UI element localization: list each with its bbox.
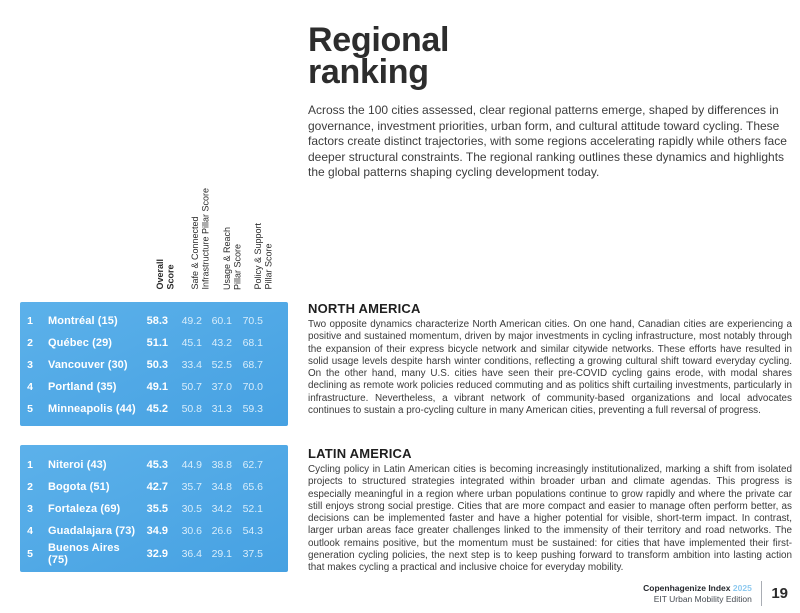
table-row: 4 Guadalajara (73) 34.9 30.6 26.6 54.3 [20, 520, 288, 542]
rank: 5 [27, 548, 33, 560]
policy-score: 54.3 [242, 525, 263, 537]
policy-score: 68.7 [242, 359, 263, 371]
footer-divider [760, 581, 763, 606]
overall-score: 42.7 [146, 481, 168, 493]
latin-america-ranking-table: 1 Niteroi (43) 45.3 44.9 38.8 62.7 2 Bog… [20, 445, 288, 572]
latin-america-heading: LATIN AMERICA [308, 446, 412, 461]
overall-score: 45.2 [146, 403, 168, 415]
table-row: 3 Fortaleza (69) 35.5 30.5 34.2 52.1 [20, 498, 288, 520]
policy-score: 59.3 [242, 403, 263, 415]
footer-year: 2025 [732, 582, 752, 593]
usage-score: 43.2 [211, 337, 232, 349]
city-name: Fortaleza (69) [48, 503, 121, 515]
city-name: Vancouver (30) [48, 359, 128, 371]
column-header-policy-support-pillar: Policy & Support Pillar Score [253, 223, 274, 290]
table-row: 2 Québec (29) 51.1 45.1 43.2 68.1 [20, 332, 288, 354]
column-header-infrastructure-pillar: Safe & Connected Infrastructure Pillar S… [190, 188, 211, 290]
rank: 3 [27, 359, 33, 371]
city-name: Minneapolis (44) [48, 403, 136, 415]
city-name: Québec (29) [48, 337, 113, 349]
infrastructure-score: 30.6 [181, 525, 202, 537]
city-name: Guadalajara (73) [48, 525, 136, 537]
latin-america-body: Cycling policy in Latin American cities … [308, 464, 792, 574]
rank: 1 [27, 315, 33, 327]
usage-score: 37.0 [211, 381, 232, 393]
table-row: 1 Montréal (15) 58.3 49.2 60.1 70.5 [20, 310, 288, 332]
overall-score: 45.3 [146, 459, 168, 471]
usage-score: 38.8 [211, 459, 232, 471]
city-name: Bogota (51) [48, 481, 110, 493]
city-name: Buenos Aires (75) [48, 542, 120, 566]
footer-edition: EIT Urban Mobility Edition [653, 593, 752, 604]
overall-score: 35.5 [146, 503, 168, 515]
table-row: 4 Portland (35) 49.1 50.7 37.0 70.0 [20, 376, 288, 398]
rank: 2 [27, 481, 33, 493]
infrastructure-score: 36.4 [181, 548, 202, 560]
policy-score: 37.5 [242, 548, 263, 560]
overall-score: 51.1 [146, 337, 168, 349]
table-row: 1 Niteroi (43) 45.3 44.9 38.8 62.7 [20, 454, 288, 476]
infrastructure-score: 45.1 [181, 337, 202, 349]
usage-score: 31.3 [211, 403, 232, 415]
city-name: Niteroi (43) [48, 459, 107, 471]
overall-score: 50.3 [146, 359, 168, 371]
usage-score: 52.5 [211, 359, 232, 371]
policy-score: 70.0 [242, 381, 263, 393]
north-america-heading: NORTH AMERICA [308, 301, 421, 316]
footer-brand-name: Copenhagenize Index [643, 582, 731, 593]
infrastructure-score: 30.5 [181, 503, 202, 515]
overall-score: 58.3 [146, 315, 168, 327]
policy-score: 70.5 [242, 315, 263, 327]
city-name: Portland (35) [48, 381, 117, 393]
infrastructure-score: 35.7 [181, 481, 202, 493]
overall-score: 49.1 [146, 381, 168, 393]
infrastructure-score: 49.2 [181, 315, 202, 327]
column-header-overall-score: Overall Score [155, 259, 176, 290]
rank: 2 [27, 337, 33, 349]
column-header-usage-reach-pillar: Usage & Reach Pillar Score [222, 226, 243, 290]
page-title: Regional ranking [308, 21, 450, 91]
policy-score: 65.6 [242, 481, 263, 493]
policy-score: 52.1 [242, 503, 263, 515]
rank: 3 [27, 503, 33, 515]
table-row: 2 Bogota (51) 42.7 35.7 34.8 65.6 [20, 476, 288, 498]
usage-score: 34.8 [211, 481, 232, 493]
city-name: Montréal (15) [48, 315, 118, 327]
table-row: 3 Vancouver (30) 50.3 33.4 52.5 68.7 [20, 354, 288, 376]
rank: 4 [27, 381, 33, 393]
overall-score: 34.9 [146, 525, 168, 537]
infrastructure-score: 50.8 [181, 403, 202, 415]
intro-paragraph: Across the 100 cities assessed, clear re… [308, 103, 787, 180]
policy-score: 68.1 [242, 337, 263, 349]
usage-score: 26.6 [211, 525, 232, 537]
overall-score: 32.9 [146, 548, 168, 560]
north-america-body: Two opposite dynamics characterize North… [308, 319, 792, 417]
rank: 1 [27, 459, 33, 471]
infrastructure-score: 44.9 [181, 459, 202, 471]
usage-score: 60.1 [211, 315, 232, 327]
rank: 4 [27, 525, 33, 537]
rank: 5 [27, 403, 33, 415]
policy-score: 62.7 [242, 459, 263, 471]
table-row: 5 Minneapolis (44) 45.2 50.8 31.3 59.3 [20, 398, 288, 420]
footer-publication-info: Copenhagenize Index 2025 EIT Urban Mobil… [643, 583, 752, 605]
infrastructure-score: 33.4 [181, 359, 202, 371]
page-footer: Copenhagenize Index 2025 EIT Urban Mobil… [643, 581, 788, 606]
usage-score: 29.1 [211, 548, 232, 560]
table-row: 5 Buenos Aires (75) 32.9 36.4 29.1 37.5 [20, 542, 288, 566]
infrastructure-score: 50.7 [181, 381, 202, 393]
table-column-headers: Overall Score Safe & Connected Infrastru… [20, 143, 288, 290]
footer-brand: Copenhagenize Index 2025 [643, 583, 752, 594]
north-america-ranking-table: 1 Montréal (15) 58.3 49.2 60.1 70.5 2 Qu… [20, 302, 288, 426]
page-number: 19 [771, 585, 788, 602]
usage-score: 34.2 [211, 503, 232, 515]
